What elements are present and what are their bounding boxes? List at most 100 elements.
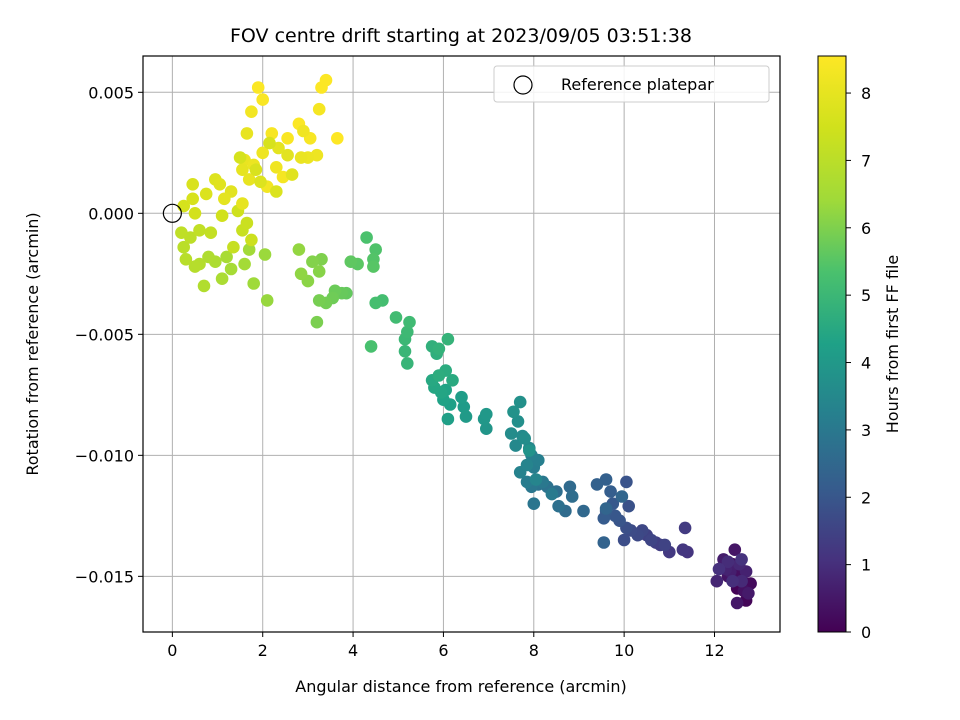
x-tick-label: 6: [438, 641, 448, 660]
data-point: [360, 231, 373, 244]
data-point: [294, 151, 308, 164]
data-point: [712, 562, 726, 576]
data-point: [310, 315, 324, 329]
data-point: [678, 521, 692, 535]
colorbar-tick-label: 2: [861, 488, 871, 507]
data-point: [344, 255, 358, 268]
legend-label: Reference platepar: [561, 75, 714, 94]
data-point: [245, 233, 258, 247]
legend: Reference platepar: [493, 65, 770, 103]
data-point: [233, 151, 247, 164]
data-point: [480, 422, 493, 436]
data-point: [242, 243, 256, 256]
data-point: [193, 224, 206, 237]
data-point: [529, 473, 543, 486]
data-point: [520, 458, 534, 472]
data-point: [281, 132, 294, 145]
x-axis-ticks: 0 2 4 6 8 10 12: [167, 632, 725, 660]
x-tick-label: 10: [614, 641, 634, 660]
data-point: [240, 216, 254, 230]
data-point: [504, 427, 518, 440]
data-point: [199, 187, 213, 201]
data-point: [256, 93, 270, 106]
data-point: [620, 475, 633, 489]
y-tick-label: −0.005: [75, 325, 134, 344]
chart-title: FOV centre drift starting at 2023/09/05 …: [230, 25, 692, 47]
data-point: [369, 296, 383, 310]
data-point: [563, 480, 577, 494]
data-point: [285, 168, 299, 181]
data-point: [518, 432, 531, 445]
data-point: [367, 260, 380, 273]
plot-frame: [142, 55, 781, 633]
reference-platepar-marker: [162, 203, 182, 223]
data-point: [398, 345, 412, 358]
data-point: [446, 374, 459, 387]
data-point: [455, 390, 468, 404]
data-point: [459, 410, 473, 423]
data-point: [441, 412, 455, 426]
y-tick-label: −0.010: [75, 446, 134, 465]
data-point: [202, 250, 215, 264]
legend-marker-icon: [513, 75, 533, 95]
data-point: [389, 311, 403, 324]
colorbar-tick-label: 8: [861, 84, 871, 103]
data-point: [480, 407, 493, 421]
data-point: [615, 490, 629, 503]
data-point: [204, 226, 218, 239]
colorbar-tick-label: 0: [861, 623, 871, 642]
data-point: [401, 357, 414, 370]
colorbar-tick-label: 1: [861, 556, 871, 575]
data-point: [188, 260, 202, 273]
y-axis-label: Rotation from reference (arcmin): [23, 212, 42, 475]
data-point: [218, 192, 231, 206]
data-point: [432, 369, 446, 382]
data-point: [507, 405, 520, 419]
data-point: [513, 395, 527, 409]
data-point: [441, 332, 455, 346]
data-point: [552, 499, 565, 513]
y-axis-ticks: 0.005 0.000 −0.005 −0.010 −0.015: [75, 83, 143, 586]
data-point: [509, 439, 522, 452]
colorbar-label: Hours from first FF file: [883, 255, 902, 434]
data-point: [742, 587, 755, 600]
x-tick-label: 2: [258, 641, 268, 660]
colorbar-tick-label: 7: [861, 151, 871, 170]
data-point: [312, 294, 326, 307]
colorbar-tick-label: 3: [861, 421, 871, 440]
data-point: [240, 127, 254, 140]
colorbar-ticks: 0 1 2 3 4 5 6 7 8: [846, 84, 871, 642]
data-point: [245, 105, 258, 118]
data-point: [523, 444, 536, 457]
data-point: [726, 574, 739, 588]
data-point: [364, 340, 378, 353]
data-point: [281, 148, 294, 162]
data-point: [730, 596, 744, 610]
data-point: [432, 342, 446, 356]
data-point: [249, 163, 263, 176]
colorbar-tick-label: 5: [861, 286, 871, 305]
y-tick-label: 0.000: [88, 204, 134, 223]
data-point: [622, 499, 635, 513]
data-point: [175, 226, 188, 239]
data-point: [604, 485, 617, 498]
data-point: [265, 127, 279, 140]
data-point: [527, 497, 541, 511]
data-point: [294, 267, 308, 281]
x-tick-label: 8: [529, 641, 539, 660]
data-point: [331, 132, 344, 145]
data-point: [735, 553, 748, 566]
data-point: [617, 533, 631, 547]
data-point: [251, 81, 265, 94]
data-point: [644, 533, 658, 547]
data-point: [236, 163, 249, 176]
colorbar-tick-label: 4: [861, 354, 871, 373]
data-point: [369, 243, 383, 256]
x-tick-label: 4: [348, 641, 358, 660]
data-point: [728, 543, 742, 556]
data-point: [306, 255, 319, 268]
data-point: [220, 250, 233, 264]
data-point: [565, 490, 579, 503]
colorbar: [817, 55, 847, 633]
y-tick-label: 0.005: [88, 83, 134, 102]
